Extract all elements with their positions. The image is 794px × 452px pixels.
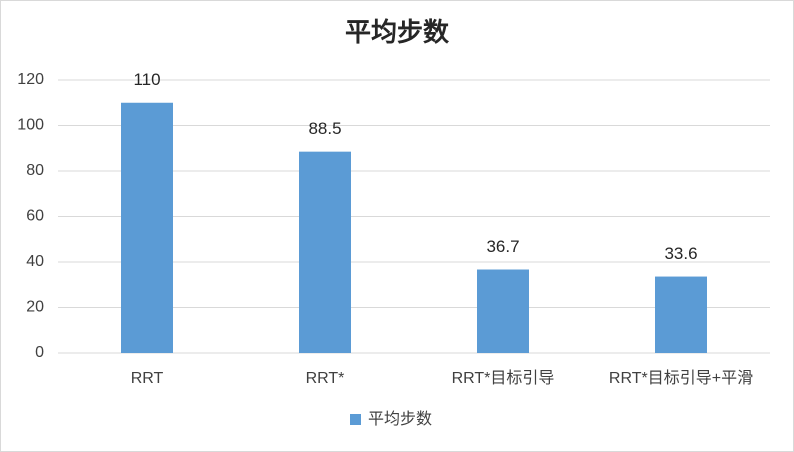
bar: [655, 276, 707, 353]
value-label: 36.7: [486, 237, 519, 256]
bar: [299, 151, 351, 353]
value-label: 88.5: [308, 119, 341, 138]
y-tick-label: 60: [26, 208, 44, 225]
chart-title: 平均步数: [345, 17, 450, 47]
bar: [121, 102, 173, 353]
x-tick-label: RRT: [131, 370, 164, 387]
y-tick-label: 40: [26, 253, 44, 270]
y-tick-label: 120: [17, 71, 44, 88]
legend-label: 平均步数: [368, 410, 432, 428]
bar: [477, 269, 529, 353]
y-tick-label: 100: [17, 117, 44, 134]
y-tick-label: 80: [26, 162, 44, 179]
x-tick-label: RRT*目标引导+平滑: [609, 369, 753, 387]
legend-swatch: [350, 414, 361, 425]
x-tick-label: RRT*目标引导: [452, 369, 555, 387]
y-tick-label: 20: [26, 299, 44, 316]
value-label: 110: [133, 70, 160, 89]
value-label: 33.6: [664, 244, 697, 263]
y-tick-label: 0: [35, 344, 44, 361]
x-tick-label: RRT*: [306, 370, 345, 387]
